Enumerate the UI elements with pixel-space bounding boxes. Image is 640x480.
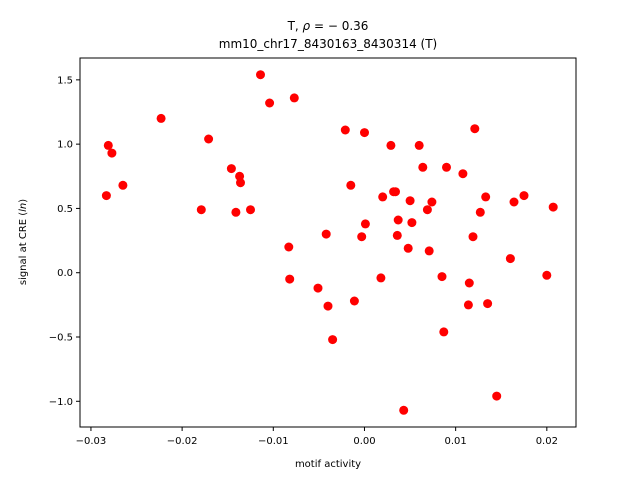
data-point — [118, 180, 128, 190]
chart-title-line1: T, ρ = − 0.36 — [287, 19, 369, 33]
data-point — [393, 215, 403, 225]
data-point — [323, 301, 333, 311]
data-point — [475, 207, 485, 217]
data-point — [321, 229, 331, 239]
x-axis-label: motif activity — [295, 459, 361, 470]
y-tick-label: 0.0 — [57, 268, 73, 279]
data-point — [265, 98, 275, 108]
data-point — [437, 272, 447, 282]
x-tick-label: −0.03 — [76, 436, 107, 447]
y-axis-label: signal at CRE (ln) — [18, 199, 29, 285]
y-tick-label: 1.5 — [57, 75, 73, 86]
data-point — [360, 219, 370, 229]
x-tick-label: 0.00 — [353, 436, 375, 447]
data-point — [519, 191, 529, 201]
y-tick-label: 1.0 — [57, 140, 73, 151]
data-point — [405, 196, 415, 206]
data-point — [392, 230, 402, 240]
data-point — [391, 187, 400, 197]
data-point — [285, 274, 295, 284]
data-point — [101, 191, 111, 201]
data-point — [548, 202, 558, 212]
x-axis-ticks: −0.03 −0.02 −0.01 0.00 0.01 0.02 — [76, 427, 558, 447]
x-tick-label: −0.01 — [258, 436, 289, 447]
data-point — [313, 283, 323, 293]
data-point — [439, 327, 449, 337]
data-point — [492, 391, 502, 401]
data-point — [422, 205, 432, 215]
data-point — [246, 205, 255, 215]
data-point — [226, 164, 236, 174]
chart-title-rho-value: = − 0.36 — [310, 19, 368, 33]
data-point — [505, 254, 515, 264]
y-axis-label-prefix: signal at CRE ( — [18, 212, 29, 285]
data-point — [284, 242, 294, 252]
y-axis-label-italic: ln — [18, 203, 29, 212]
y-tick-label: 0.5 — [57, 204, 73, 215]
data-point — [231, 207, 241, 217]
data-point — [107, 148, 117, 158]
x-tick-label: −0.02 — [167, 436, 198, 447]
data-point — [196, 205, 206, 215]
data-point — [481, 192, 491, 202]
x-tick-label: 0.02 — [536, 436, 558, 447]
data-point — [442, 162, 451, 172]
x-tick-label: 0.01 — [445, 436, 467, 447]
data-point — [470, 124, 480, 134]
data-point — [156, 113, 166, 123]
chart-title-line1-prefix: T, — [287, 19, 303, 33]
data-point — [346, 180, 356, 190]
data-point — [204, 134, 214, 144]
data-point — [509, 197, 519, 207]
data-point — [463, 300, 473, 310]
chart-title-rho-symbol: ρ — [303, 19, 311, 33]
data-points — [101, 70, 558, 415]
data-point — [427, 197, 437, 207]
data-point — [328, 335, 338, 345]
y-tick-label: −1.0 — [49, 397, 73, 408]
data-point — [424, 246, 434, 256]
data-point — [407, 218, 417, 228]
data-point — [360, 128, 369, 138]
data-point — [483, 299, 493, 309]
data-point — [376, 273, 386, 283]
plot-area — [79, 57, 577, 428]
data-point — [378, 192, 388, 202]
data-point — [349, 296, 359, 306]
data-point — [418, 162, 428, 172]
data-point — [468, 232, 478, 242]
data-point — [542, 270, 552, 280]
data-point — [414, 140, 424, 150]
y-axis-label-suffix: ) — [18, 199, 29, 203]
y-axis-ticks: −1.0 −0.5 0.0 0.5 1.0 1.5 — [49, 75, 80, 408]
data-point — [256, 70, 265, 80]
y-tick-label: −0.5 — [49, 333, 73, 344]
data-point — [289, 93, 299, 103]
data-point — [458, 169, 468, 179]
data-point — [399, 405, 409, 415]
data-point — [357, 232, 367, 242]
data-point — [236, 178, 245, 188]
data-point — [464, 278, 474, 288]
data-point — [403, 243, 413, 253]
data-point — [340, 125, 350, 135]
data-point — [103, 140, 113, 150]
data-point — [386, 140, 396, 150]
plot-frame — [79, 57, 577, 428]
chart-title-line2: mm10_chr17_8430163_8430314 (T) — [219, 37, 437, 51]
